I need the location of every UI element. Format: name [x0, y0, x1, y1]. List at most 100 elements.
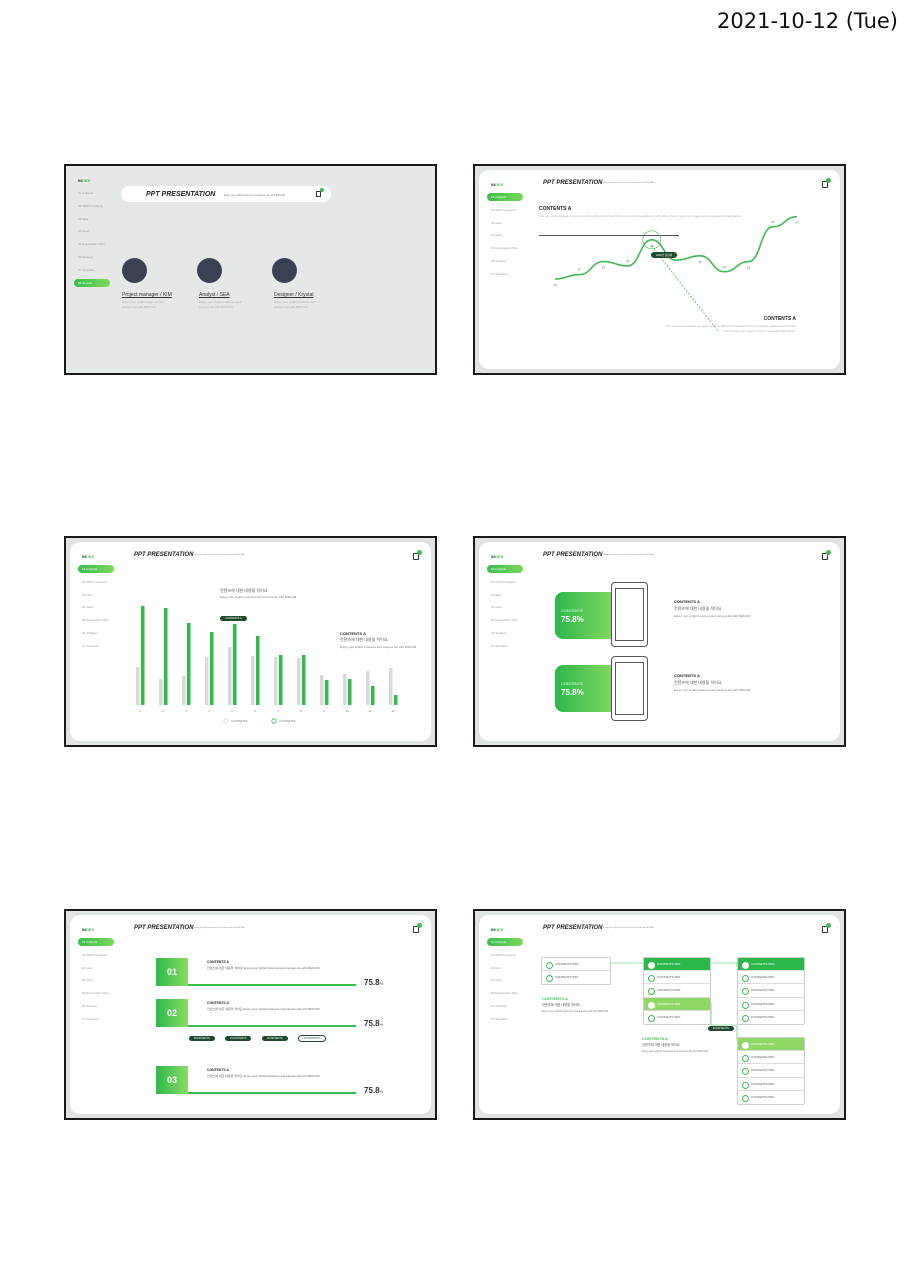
option-row[interactable]: CONTENTS 50%	[644, 971, 710, 985]
sidebar-menu-item[interactable]: 03 Idea	[82, 965, 93, 970]
slide-card: INDEX 01 Analysis 02 SWOT Analysis 03 Idea 0…	[70, 915, 431, 1114]
step-heading: CONTENTS A	[207, 1068, 229, 1072]
data-label: 25	[723, 265, 727, 269]
step-text: 컨텐츠에 대한 내용을 적어요 Enjoy your stylish busin…	[207, 1007, 320, 1011]
bar-green	[325, 680, 329, 705]
sidebar-menu-item[interactable]: 01 Analysis	[487, 565, 523, 573]
sidebar-menu-item[interactable]: 04 Goal	[82, 605, 93, 610]
title-bar	[121, 186, 331, 202]
bar-green	[256, 636, 260, 705]
slide-1-thumbnail[interactable]: INDEX 01 Analysis 02 SWOT Analysis 03 Idea 0…	[64, 164, 437, 375]
step-number: 03	[156, 1066, 188, 1094]
presentation-title: PPT PRESENTATION	[146, 191, 216, 198]
bar-grey	[389, 668, 393, 705]
sidebar-menu-item[interactable]: 01 Analysis	[78, 938, 114, 946]
option-row[interactable]: CONTENTS 50%	[738, 1078, 804, 1091]
sidebar-menu-item[interactable]: 02 SWOT Analysis	[82, 952, 107, 957]
sidebar-menu-item[interactable]: 06 Strategy	[491, 1003, 507, 1008]
sidebar-menu-item[interactable]: 04 Goal	[491, 978, 502, 983]
sidebar-menu-item[interactable]: 07 Schedule	[491, 271, 508, 276]
index-title: INDEX	[491, 554, 504, 559]
sidebar-menu-item[interactable]: 08 Growth	[74, 278, 110, 287]
sidebar-menu-item[interactable]: 06 Strategy	[82, 1003, 98, 1008]
sidebar-menu-item[interactable]: 05 Expectation Plan	[491, 618, 518, 623]
sidebar-menu-item[interactable]: 05 Expectation Plan	[82, 991, 109, 996]
bar-green	[233, 624, 237, 705]
avatar	[197, 258, 222, 283]
sidebar-menu-item[interactable]: 02 SWOT Analysis	[82, 579, 107, 584]
sidebar-menu-item[interactable]: 05 Expectation Plan	[491, 991, 518, 996]
sidebar-menu-item[interactable]: 02 SWOT Analysis	[78, 203, 103, 208]
slide-2-thumbnail[interactable]: INDEX 01 Analysis 02 SWOT Analysis 03 Idea 0…	[473, 164, 846, 375]
slide-3-thumbnail[interactable]: INDEX 01 Analysis 02 SWOT Analysis 03 Idea 0…	[64, 536, 437, 747]
sidebar-menu-item[interactable]: 05 Expectation Plan	[491, 246, 518, 251]
progress-line	[188, 1092, 356, 1094]
index-title: INDEX	[491, 927, 504, 932]
slide-6-thumbnail[interactable]: INDEX 01 Analysis 02 SWOT Analysis 03 Idea 0…	[473, 909, 846, 1120]
sidebar-menu-item[interactable]: 02 SWOT Analysis	[491, 207, 516, 212]
x-tick-label: 12	[391, 709, 395, 713]
sidebar-menu-item[interactable]: 07 Schedule	[491, 1016, 508, 1021]
tag-pill[interactable]: #CONTENTS	[262, 1036, 288, 1042]
sidebar-menu-item[interactable]: 01 Analysis	[78, 565, 114, 573]
tag-pill[interactable]: #CONTENTS	[189, 1036, 215, 1042]
sidebar-menu-item[interactable]: 04 Goal	[82, 978, 93, 983]
sidebar-menu-item[interactable]: 06 Strategy	[82, 630, 98, 635]
sidebar-menu-item[interactable]: 04 Goal	[491, 605, 502, 610]
team-description: Enjoy your stylish business and campus l…	[199, 300, 241, 309]
option-row[interactable]: CONTENTS 50%	[738, 1011, 804, 1024]
option-row[interactable]: CONTENTS 50%	[738, 998, 804, 1011]
tag-pill[interactable]: # CONTENTS	[298, 1035, 327, 1043]
sidebar-menu-item[interactable]: 01 Analysis	[78, 191, 94, 195]
sidebar-menu-item[interactable]: 04 Goal	[491, 233, 502, 238]
option-row[interactable]: CONTENTS 50%	[644, 1011, 710, 1024]
sidebar-menu-item[interactable]: 03 Idea	[491, 965, 502, 970]
option-row[interactable]: CONTENTS 50%	[738, 958, 804, 972]
bar-grey	[343, 674, 347, 705]
sidebar-menu-item[interactable]: 05 Expectation Plan	[82, 618, 109, 623]
sidebar-menu-item[interactable]: 02 SWOT Analysis	[491, 579, 516, 584]
sidebar-menu-item[interactable]: 04 Goal	[78, 229, 89, 234]
contents-title: 컨텐츠에 대한 내용을 적어요	[542, 1003, 580, 1007]
sidebar-menu-item[interactable]: 01 Analysis	[487, 938, 523, 946]
option-row[interactable]: CONTENTS 50%	[738, 1064, 804, 1078]
option-row[interactable]: CONTENTS 50%	[644, 997, 710, 1011]
slide-header-subtitle: Enjoy your stylish business and campus l…	[603, 554, 654, 556]
sidebar-menu-item[interactable]: 01 Analysis	[487, 193, 523, 201]
team-description: Enjoy your stylish business and campus l…	[122, 300, 164, 309]
sidebar-menu-item[interactable]: 06 Strategy	[491, 258, 507, 263]
sidebar-menu-item[interactable]: 05 Expectation Plan	[78, 242, 105, 247]
option-row[interactable]: CONTENTS 50%	[644, 958, 710, 972]
sidebar-menu-item[interactable]: 06 Strategy	[491, 630, 507, 635]
option-row[interactable]: CONTENTS 50%	[738, 984, 804, 998]
option-row[interactable]: CONTENTS 50%	[738, 1091, 804, 1104]
slide-5-thumbnail[interactable]: INDEX 01 Analysis 02 SWOT Analysis 03 Idea 0…	[64, 909, 437, 1120]
contents-text: You can use a software program such as M…	[665, 324, 796, 333]
slide-4-thumbnail[interactable]: INDEX 01 Analysis 02 SWOT Analysis 03 Idea 0…	[473, 536, 846, 747]
sidebar-menu-item[interactable]: 06 Strategy	[78, 254, 94, 259]
option-row[interactable]: CONTENTS 50%	[738, 1038, 804, 1052]
contents-text: Enjoy your stylish business and campus l…	[542, 1010, 608, 1013]
sidebar-menu-item[interactable]: 07 Schedule	[82, 643, 99, 648]
bar-green	[302, 655, 306, 705]
sidebar-menu-item[interactable]: 07 Schedule	[82, 1016, 99, 1021]
sidebar-menu-item[interactable]: 02 SWOT Analysis	[491, 952, 516, 957]
option-row[interactable]: CONTENTS 50%	[542, 958, 610, 972]
sidebar-menu-item[interactable]: 07 Schedule	[491, 643, 508, 648]
option-row[interactable]: CONTENTS 50%	[738, 971, 804, 985]
slide-header-subtitle: Enjoy your stylish business and campus l…	[194, 554, 245, 556]
document-icon	[316, 188, 324, 197]
contents-heading: CONTENTS A	[340, 631, 366, 636]
tag-pill[interactable]: # CONTENTS	[225, 1036, 252, 1042]
sidebar-menu-item[interactable]: 03 Idea	[491, 220, 502, 225]
legend-label: CONTENTS	[279, 719, 296, 723]
line-chart: 2023322947333625325663	[553, 215, 799, 333]
sidebar-menu-item[interactable]: 03 Idea	[491, 592, 502, 597]
sidebar-menu-item[interactable]: 03 Idea	[82, 592, 93, 597]
sidebar-menu-item[interactable]: 03 Idea	[78, 216, 89, 221]
option-row[interactable]: CONTENTS 50%	[644, 984, 710, 998]
option-row[interactable]: CONTENTS 50%	[542, 971, 610, 984]
option-list: CONTENTS 50% CONTENTS 50% CONTENTS 50% CONT…	[737, 1037, 805, 1105]
sidebar-menu-item[interactable]: 07 Schedule	[78, 267, 95, 272]
option-row[interactable]: CONTENTS 50%	[738, 1051, 804, 1065]
